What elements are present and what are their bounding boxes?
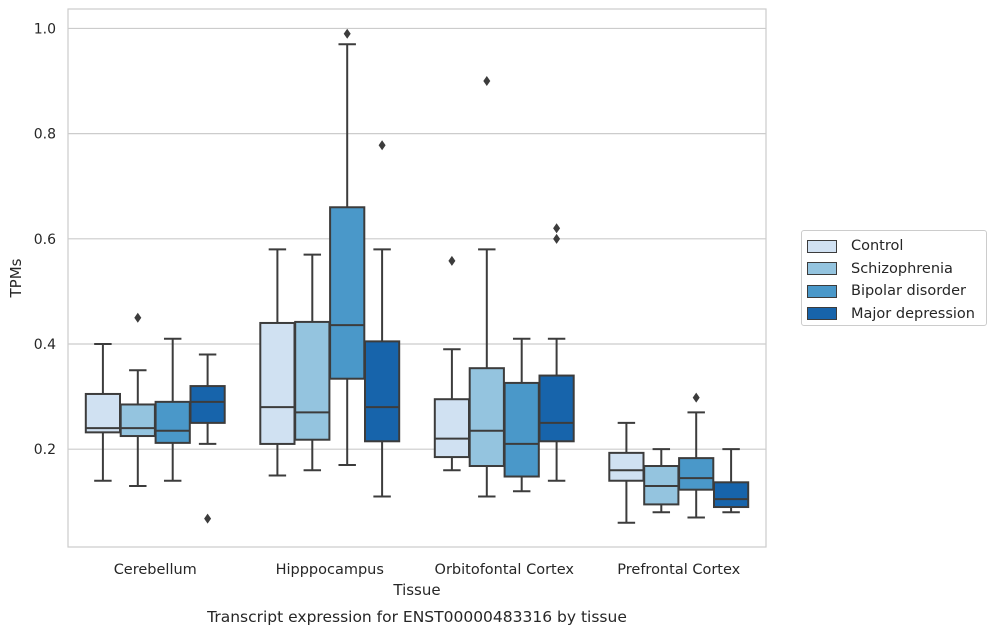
legend-swatch [807, 284, 837, 298]
x-axis-label: Tissue [392, 581, 440, 599]
legend-swatch [807, 262, 837, 276]
box [84, 392, 122, 434]
box-group [294, 253, 331, 472]
outlier-point [448, 255, 456, 266]
legend-swatch [807, 307, 837, 321]
box-group [503, 337, 540, 493]
box-group [643, 448, 680, 514]
outlier-point [692, 392, 700, 403]
box [538, 374, 575, 443]
box-group [84, 343, 122, 482]
x-axis-ticks: Cerebellum Hipppocampus Orbitofontal Corte… [114, 562, 741, 578]
outlier-point [378, 140, 386, 151]
box [712, 481, 750, 509]
x-tick-label: Cerebellum [114, 562, 197, 578]
outlier-point [343, 28, 351, 39]
box [678, 457, 715, 491]
outlier-point [553, 233, 561, 244]
y-axis-label: TPMs [7, 258, 25, 298]
box [154, 400, 191, 444]
y-tick-label: 0.4 [34, 337, 56, 353]
box-group [119, 312, 156, 487]
box-group [538, 223, 575, 482]
box [363, 340, 401, 443]
box-group [329, 28, 366, 466]
box [119, 403, 156, 438]
box [468, 367, 505, 468]
legend-item: Control [807, 235, 986, 258]
box [608, 451, 645, 482]
box [294, 320, 331, 441]
plot-area [67, 8, 767, 548]
y-axis-ticks: 0.2 0.4 0.6 0.8 1.0 [34, 21, 56, 458]
legend-item: Schizophrenia [807, 258, 986, 281]
chart-title: Transcript expression for ENST0000048331… [206, 608, 627, 626]
box-group [678, 392, 715, 519]
outlier-point [483, 76, 491, 87]
y-tick-label: 0.8 [34, 127, 56, 143]
legend-label: Major depression [851, 305, 975, 322]
outlier-point [134, 312, 142, 323]
box-group [363, 140, 401, 498]
box [259, 321, 296, 445]
y-tick-label: 1.0 [34, 21, 56, 37]
box [329, 206, 366, 380]
outlier-point [204, 513, 212, 524]
box-group [189, 353, 226, 524]
box [189, 385, 226, 424]
box [503, 381, 540, 478]
x-tick-label: Prefrontal Cortex [617, 562, 740, 578]
box-group [154, 337, 191, 482]
y-tick-label: 0.2 [34, 442, 56, 458]
legend-label: Bipolar disorder [851, 283, 966, 300]
x-tick-label: Hipppocampus [276, 562, 384, 578]
legend-swatch [807, 239, 837, 253]
x-tick-label: Orbitofontal Cortex [435, 562, 575, 578]
y-tick-label: 0.6 [34, 232, 56, 248]
box [433, 398, 471, 459]
legend-label: Control [851, 238, 904, 255]
boxes [84, 28, 750, 524]
box-group [468, 76, 505, 498]
legend-item: Major depression [807, 303, 986, 326]
box-group [608, 421, 645, 524]
outlier-point [553, 223, 561, 234]
legend-label: Schizophrenia [851, 260, 953, 277]
legend: Control Schizophrenia Bipolar disorder Majo… [801, 230, 987, 326]
gridlines [68, 27, 766, 450]
legend-item: Bipolar disorder [807, 280, 986, 303]
box-group [712, 448, 750, 514]
